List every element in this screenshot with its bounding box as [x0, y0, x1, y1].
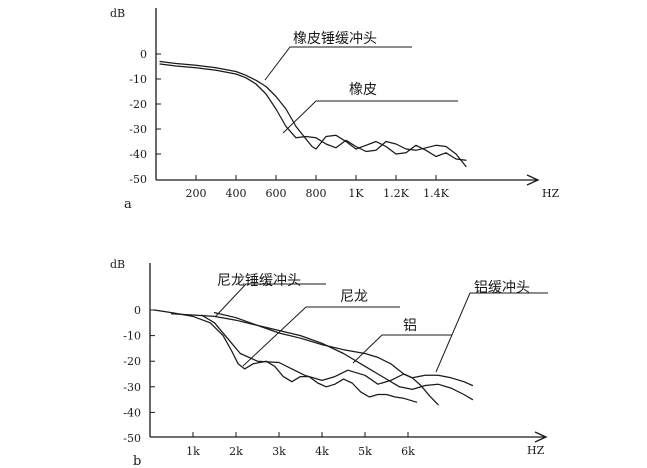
panel-label: b	[133, 454, 141, 468]
y-tick-label: 0	[140, 48, 147, 61]
x-axis-arrow-icon	[526, 174, 540, 186]
panel-a-chart: 0 -10 -20 -30 -40 -50 200 400 600 800 1K 1.2K 1.4K dB…	[110, 7, 560, 212]
y-tick-label: -50	[123, 432, 141, 445]
series-label: 铝缓冲头	[474, 280, 530, 296]
y-axis-title: dB	[110, 258, 125, 271]
series-label: 尼龙锤缓冲头	[217, 273, 301, 289]
series-leader-line	[264, 46, 412, 81]
x-tick-label: 800	[306, 187, 327, 200]
series-line-4	[213, 311, 474, 387]
y-tick-label: -10	[123, 330, 141, 343]
x-axis-arrow-icon	[534, 431, 548, 443]
y-tick-label: -30	[123, 381, 141, 394]
series-leader-line	[352, 334, 452, 364]
y-axis-title: dB	[110, 7, 125, 20]
x-tick-label: 2k	[229, 445, 243, 458]
y-tick-label: -40	[129, 148, 147, 161]
x-tick-label: 6k	[401, 445, 415, 458]
x-tick-label: 4k	[315, 445, 329, 458]
x-tick-label: 400	[226, 187, 247, 200]
panel-label: a	[124, 197, 132, 212]
x-tick-label: 1k	[186, 445, 200, 458]
x-tick-label: 1K	[348, 187, 364, 200]
series-line-1	[153, 309, 418, 403]
series-label: 橡皮锤缓冲头	[293, 31, 377, 47]
x-tick-label: 5k	[358, 445, 372, 458]
y-tick-label: -40	[123, 406, 141, 419]
series-line-1	[159, 63, 467, 168]
series-line-2	[170, 313, 474, 401]
series-leader-line	[282, 100, 458, 134]
x-tick-label: 1.4K	[423, 187, 449, 200]
series-leader-line	[214, 283, 326, 318]
y-tick-label: -50	[129, 173, 147, 186]
y-tick-label: 0	[134, 304, 141, 317]
series-label: 尼龙	[340, 289, 368, 305]
x-axis-title: HZ	[542, 187, 560, 200]
y-tick-label: -20	[123, 355, 141, 368]
x-tick-label: 600	[266, 187, 287, 200]
y-tick-label: -30	[129, 123, 147, 136]
panel-b-chart: 0 -10 -20 -30 -40 -50 1k 2k 3k 4k 5k 6k dB HZ b 尼龙锤缓冲头尼…	[110, 258, 548, 468]
y-tick-label: -10	[129, 73, 147, 86]
series-leader-line	[435, 292, 548, 373]
x-tick-label: 200	[186, 187, 207, 200]
series-leader-line	[242, 306, 400, 367]
y-tick-label: -20	[129, 98, 147, 111]
x-tick-label: 1.2K	[383, 187, 409, 200]
x-axis-title: HZ	[527, 444, 545, 457]
series-line-2	[159, 60, 467, 161]
x-tick-label: 3k	[272, 445, 286, 458]
series-label: 橡皮	[349, 82, 377, 98]
series-label: 铝	[403, 318, 417, 334]
